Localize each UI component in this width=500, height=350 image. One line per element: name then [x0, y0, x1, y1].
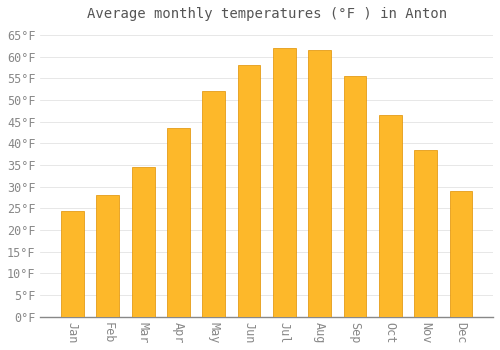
Bar: [344, 76, 366, 317]
Bar: [414, 150, 437, 317]
Bar: [450, 191, 472, 317]
Bar: [132, 167, 154, 317]
Bar: [167, 128, 190, 317]
Bar: [61, 211, 84, 317]
Title: Average monthly temperatures (°F ) in Anton: Average monthly temperatures (°F ) in An…: [86, 7, 446, 21]
Bar: [96, 195, 119, 317]
Bar: [308, 50, 331, 317]
Bar: [273, 48, 296, 317]
Bar: [379, 115, 402, 317]
Bar: [238, 65, 260, 317]
Bar: [202, 91, 225, 317]
